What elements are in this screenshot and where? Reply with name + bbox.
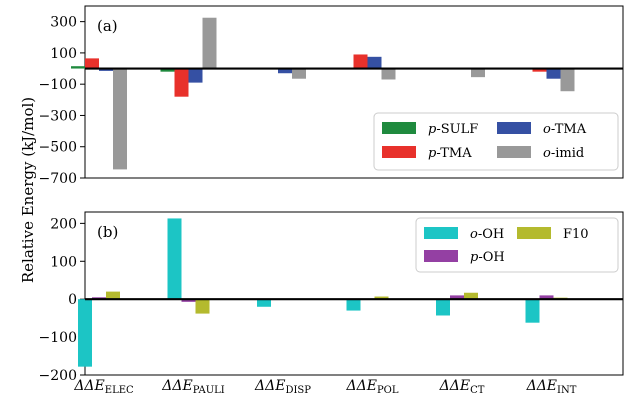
bar-p-TMA-5 bbox=[532, 68, 547, 72]
y-tick-label: −700 bbox=[39, 171, 77, 187]
y-tick-label: −300 bbox=[39, 108, 77, 124]
bar-p-OH-4 bbox=[450, 295, 464, 300]
bar-p-OH-5 bbox=[539, 295, 554, 300]
legend bbox=[373, 112, 619, 171]
x-category-label: ΔΔEDISP bbox=[254, 378, 311, 395]
bar-F10-0 bbox=[106, 291, 120, 300]
plot-frame-b bbox=[84, 211, 624, 376]
legend-swatch-o-imid bbox=[497, 146, 531, 158]
y-tick-label: 100 bbox=[50, 254, 77, 270]
plot-frame-a bbox=[84, 5, 624, 179]
bar-o-imid-1 bbox=[202, 17, 217, 69]
panel-a: 300 100 −100 −300 −500 −700 (a) p-SULF p-TMA o-TM… bbox=[39, 5, 624, 187]
legend-label-p-SULF: p-SULF bbox=[428, 122, 478, 137]
bar-p-SULF-1 bbox=[160, 68, 175, 72]
bar-o-TMA-2 bbox=[278, 68, 292, 74]
bar-o-OH-4 bbox=[436, 299, 450, 316]
bar-p-TMA-1 bbox=[174, 68, 189, 97]
y-tick-label: 0 bbox=[68, 292, 77, 308]
y-tick-label: 100 bbox=[50, 46, 77, 62]
bar-o-OH-5 bbox=[525, 299, 540, 323]
bar-F10-1 bbox=[195, 299, 210, 314]
bar-o-imid-5 bbox=[560, 68, 575, 92]
bar-o-imid-4 bbox=[471, 68, 485, 78]
legend-swatch-F10 bbox=[517, 227, 551, 239]
y-tick-label: −500 bbox=[39, 140, 77, 156]
bar-p-TMA-0 bbox=[85, 58, 99, 69]
legend-label-p-OH: p-OH bbox=[470, 250, 505, 265]
y-tick-label: −100 bbox=[39, 330, 77, 346]
x-category-label: ΔΔEINT bbox=[526, 378, 577, 395]
bar-o-OH-2 bbox=[257, 299, 271, 307]
y-tick-label: 200 bbox=[50, 216, 77, 232]
legend-swatch-p-SULF bbox=[382, 122, 416, 134]
bar-p-OH-1 bbox=[181, 299, 196, 302]
legend-swatch-p-TMA bbox=[382, 146, 416, 158]
legend-swatch-o-OH bbox=[424, 227, 458, 239]
bar-o-TMA-5 bbox=[546, 68, 561, 79]
panel-label: (b) bbox=[97, 223, 118, 241]
legend-swatch-o-TMA bbox=[497, 122, 531, 134]
legend-swatch-p-OH bbox=[424, 250, 458, 262]
y-axis-label: Relative Energy (kJ/mol) bbox=[19, 97, 37, 283]
y-tick-label: −200 bbox=[39, 368, 77, 384]
bar-o-TMA-1 bbox=[188, 68, 203, 83]
bar-p-TMA-3 bbox=[353, 54, 368, 69]
legend-label-p-TMA: p-TMA bbox=[428, 146, 472, 161]
x-category-label: ΔΔEPAULI bbox=[161, 378, 225, 395]
x-category-labels: ΔΔEELEC ΔΔEPAULI ΔΔEDISP ΔΔEPOL ΔΔECT ΔΔEINT bbox=[73, 378, 576, 395]
legend-label-o-OH: o-OH bbox=[470, 227, 504, 242]
panel-label: (a) bbox=[97, 17, 118, 35]
bar-p-SULF-0 bbox=[71, 66, 85, 69]
bar-o-imid-3 bbox=[381, 68, 396, 80]
legend-label-o-TMA: o-TMA bbox=[543, 122, 587, 137]
bar-o-OH-0 bbox=[78, 299, 92, 367]
legend-label-o-imid: o-imid bbox=[543, 146, 584, 161]
y-tick-label: 300 bbox=[50, 15, 77, 31]
bar-o-TMA-0 bbox=[99, 68, 113, 71]
y-tick-label: −100 bbox=[39, 77, 77, 93]
x-category-label: ΔΔEPOL bbox=[345, 378, 398, 395]
legend bbox=[415, 217, 619, 273]
x-category-label: ΔΔECT bbox=[439, 378, 485, 395]
panel-b: 200 100 0 −100 −200 (b) o-OH p-OH F10 bbox=[39, 211, 624, 384]
bar-o-OH-1 bbox=[167, 218, 182, 300]
x-category-label: ΔΔEELEC bbox=[73, 378, 134, 395]
bar-F10-3 bbox=[374, 296, 389, 300]
bar-o-OH-3 bbox=[346, 299, 361, 311]
legend-label-F10: F10 bbox=[563, 227, 589, 242]
bar-F10-4 bbox=[464, 292, 478, 300]
bar-o-TMA-3 bbox=[367, 56, 382, 69]
bar-o-imid-2 bbox=[292, 68, 306, 79]
bar-o-imid-0 bbox=[113, 68, 127, 170]
